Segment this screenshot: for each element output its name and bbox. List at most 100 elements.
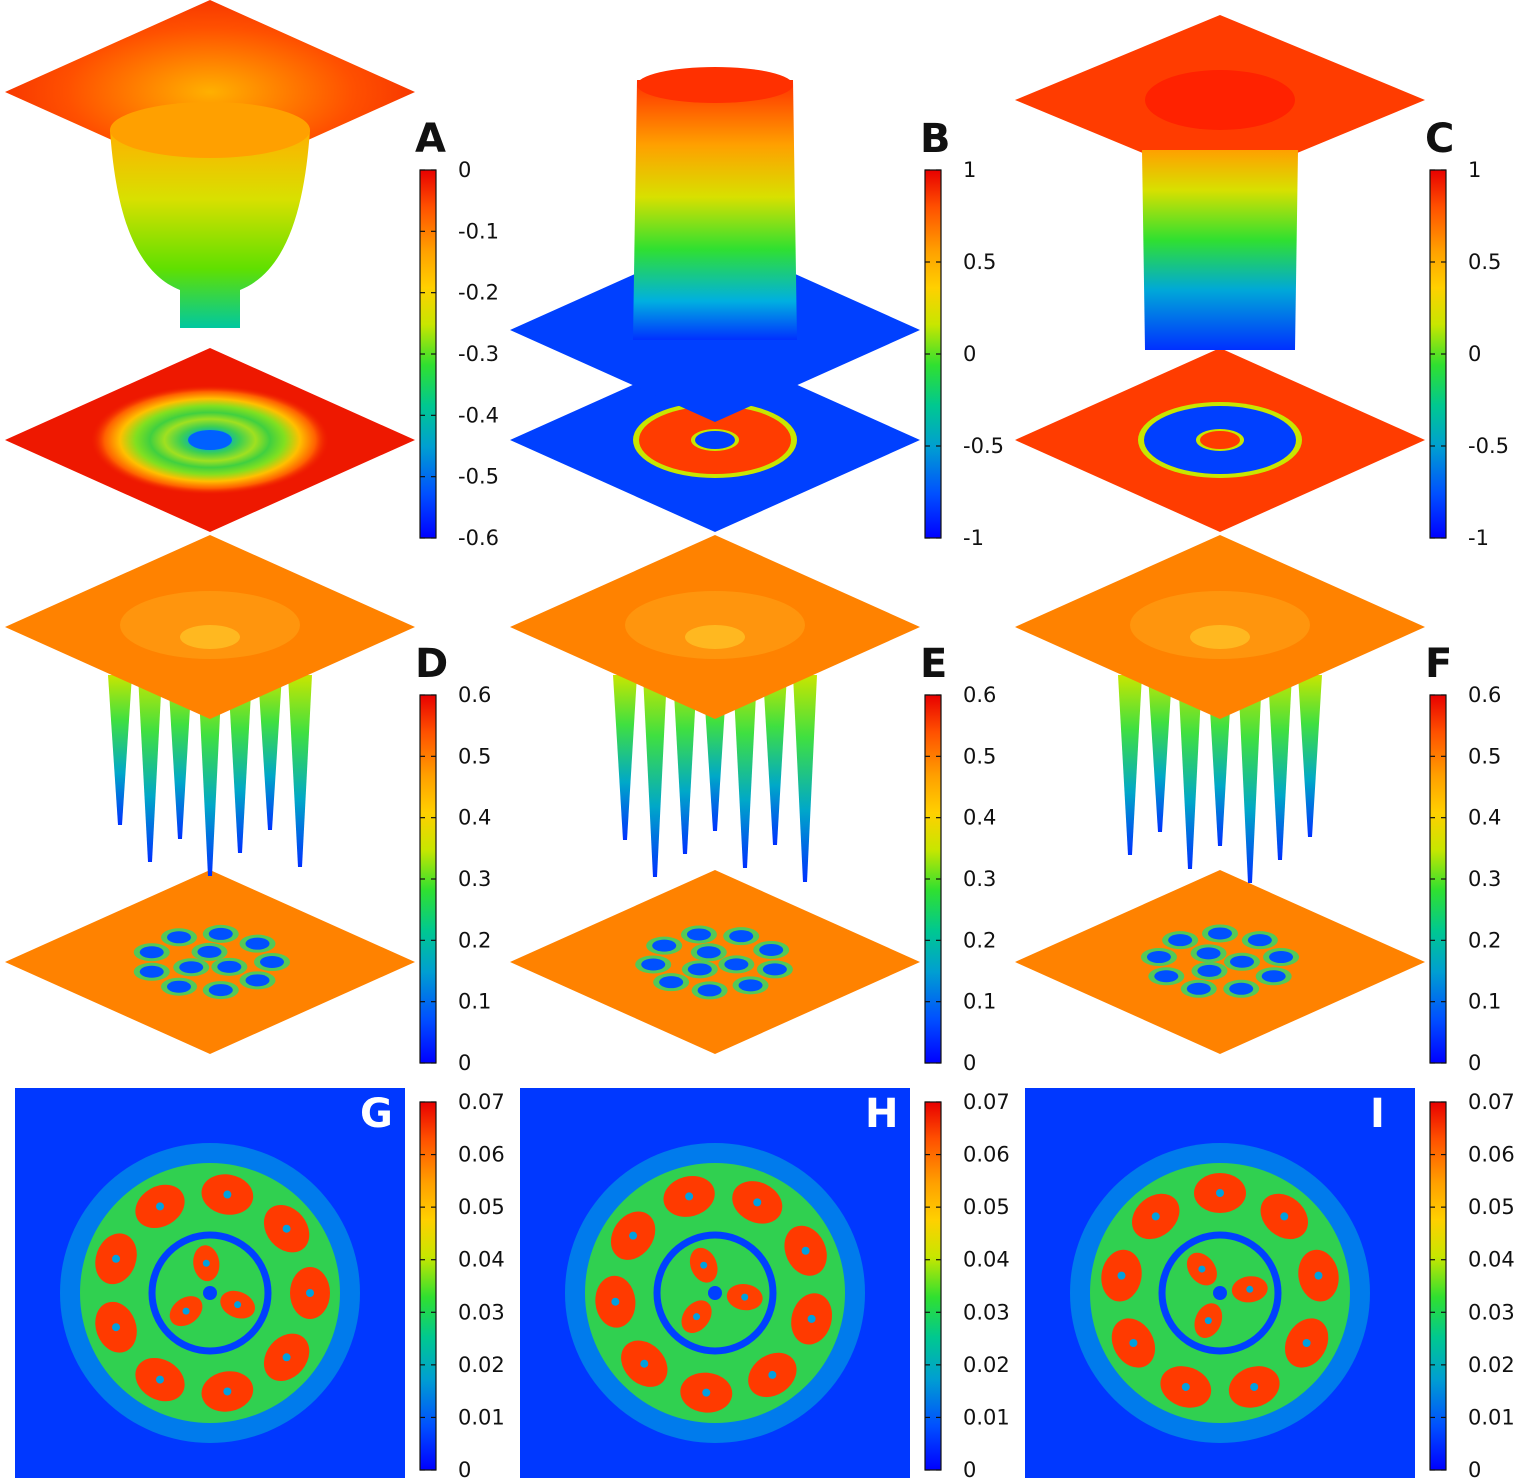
colorbar-tick-label: 0 xyxy=(963,1051,976,1075)
surface-spike xyxy=(198,675,222,876)
colorbar-tick-label: 0.03 xyxy=(1468,1300,1515,1324)
colorbar-tick-label: 0.5 xyxy=(1468,744,1501,768)
panel-label: E xyxy=(920,641,947,687)
colorbar-tick-label: 0.07 xyxy=(1468,1090,1515,1114)
density-vortex xyxy=(156,1375,164,1384)
projection-core xyxy=(188,430,232,450)
density-vortex xyxy=(223,1387,232,1396)
vortex-core xyxy=(1146,951,1171,964)
panel-B: B1 0.5 0 -0.5 -1 xyxy=(510,67,1004,550)
density-vortex xyxy=(768,1370,777,1379)
colorbar-tick-label: 0.02 xyxy=(963,1353,1010,1377)
density-vortex xyxy=(700,1261,708,1269)
colorbar-I xyxy=(1429,1101,1447,1471)
panel-C: C1 0.5 0 -0.5 -1 xyxy=(1015,15,1509,550)
density-inner-ring xyxy=(148,1231,272,1355)
vortex-core xyxy=(659,976,684,989)
density-vortex xyxy=(234,1301,242,1309)
colorbar-tick-label: 0.5 xyxy=(963,744,996,768)
panel-E: E 0.6 0.5 0.4 0.3 0.2 0.1 0 xyxy=(510,535,996,1075)
colorbar-tick-label: 0.02 xyxy=(458,1353,505,1377)
colorbar-tick-label: 0.4 xyxy=(458,806,491,830)
vortex-core xyxy=(696,946,721,959)
colorbar-G xyxy=(419,1101,437,1471)
density-vortex xyxy=(282,1224,291,1233)
density-vortex xyxy=(685,1192,694,1201)
colorbar-tick-label: 0.01 xyxy=(963,1405,1010,1429)
surface-spike xyxy=(1148,675,1172,832)
surface-dip xyxy=(180,625,240,649)
vortex-core xyxy=(245,974,270,987)
surface-rim xyxy=(110,102,310,158)
vortex-core xyxy=(167,980,191,993)
vortex-core xyxy=(1269,951,1294,964)
vortex-core xyxy=(208,927,233,940)
colorbar-H xyxy=(924,1101,942,1471)
vortex-core xyxy=(197,945,222,958)
surface-spike xyxy=(673,675,697,854)
density-vortex xyxy=(1204,1317,1212,1325)
density-vortex xyxy=(629,1231,638,1240)
vortex-core xyxy=(1196,947,1221,960)
colorbar-tick-label: -0.3 xyxy=(458,342,499,366)
panel-label: C xyxy=(1425,116,1454,162)
panel-D: D 0.6 0.5 0.4 0.3 0.2 0.1 0 xyxy=(5,535,491,1075)
panel-label: H xyxy=(865,1091,898,1137)
density-vortex xyxy=(1280,1212,1289,1221)
surface-well xyxy=(110,130,310,328)
colorbar-tick-label: 0.05 xyxy=(458,1195,505,1219)
colorbar-tick-label: 0.07 xyxy=(963,1090,1010,1114)
vortex-core xyxy=(1186,982,1211,995)
colorbar-tick-label: -0.5 xyxy=(963,434,1004,458)
colorbar-tick-label: 0.04 xyxy=(458,1248,505,1272)
density-vortex xyxy=(1302,1339,1311,1347)
colorbar-tick-label: 0 xyxy=(1468,342,1481,366)
density-center xyxy=(1213,1286,1227,1300)
projection-plane xyxy=(5,870,415,1054)
panel-label: A xyxy=(415,116,446,162)
density-vortex xyxy=(611,1297,620,1306)
colorbar-tick-label: 0 xyxy=(963,342,976,366)
surface-spike xyxy=(643,675,667,877)
vortex-core xyxy=(260,956,284,968)
density-vortex xyxy=(112,1323,121,1332)
colorbar-tick-label: 0.6 xyxy=(963,683,996,707)
colorbar-tick-label: 0.2 xyxy=(458,928,491,952)
colorbar-tick-label: 1 xyxy=(963,158,976,182)
colorbar-tick-label: -0.5 xyxy=(458,465,499,489)
colorbar-tick-label: 0.02 xyxy=(1468,1353,1515,1377)
colorbar-tick-label: 0.3 xyxy=(458,867,491,891)
vortex-core xyxy=(1168,934,1193,947)
surface-dip xyxy=(1190,625,1250,649)
colorbar-tick-label: 0.1 xyxy=(963,990,996,1014)
density-vortex xyxy=(640,1359,649,1368)
projection-plane xyxy=(1015,870,1425,1054)
surface-pillar xyxy=(1142,150,1298,350)
colorbar-tick-label: 0.1 xyxy=(1468,990,1501,1014)
vortex-core xyxy=(167,931,191,944)
density-vortex xyxy=(1151,1212,1160,1221)
density-vortex xyxy=(306,1289,314,1297)
surface-spike xyxy=(1268,675,1292,860)
vortex-core xyxy=(1229,982,1254,995)
colorbar-tick-label: 0.5 xyxy=(458,744,491,768)
colorbar-tick-label: 0.3 xyxy=(1468,867,1501,891)
density-vortex xyxy=(223,1190,232,1199)
projection-inner xyxy=(695,431,735,449)
density-vortex xyxy=(1117,1271,1126,1280)
panel-F: F 0.6 0.5 0.4 0.3 0.2 0.1 0 xyxy=(1015,535,1501,1075)
colorbar-tick-label: 0.4 xyxy=(1468,806,1501,830)
panel-label: F xyxy=(1425,641,1452,687)
vortex-core xyxy=(652,939,677,952)
vortex-core xyxy=(697,984,722,997)
colorbar-tick-label: -0.2 xyxy=(458,281,499,305)
density-vortex xyxy=(202,1259,210,1267)
surface-spike xyxy=(228,675,252,853)
colorbar-tick-label: 0 xyxy=(458,1051,471,1075)
colorbar-tick-label: 0.04 xyxy=(1468,1248,1515,1272)
surface-spike xyxy=(763,675,787,845)
vortex-core xyxy=(1229,955,1254,968)
colorbar-tick-label: 0.5 xyxy=(1468,250,1501,274)
surface-spike xyxy=(733,675,757,868)
vortex-core xyxy=(729,930,754,943)
